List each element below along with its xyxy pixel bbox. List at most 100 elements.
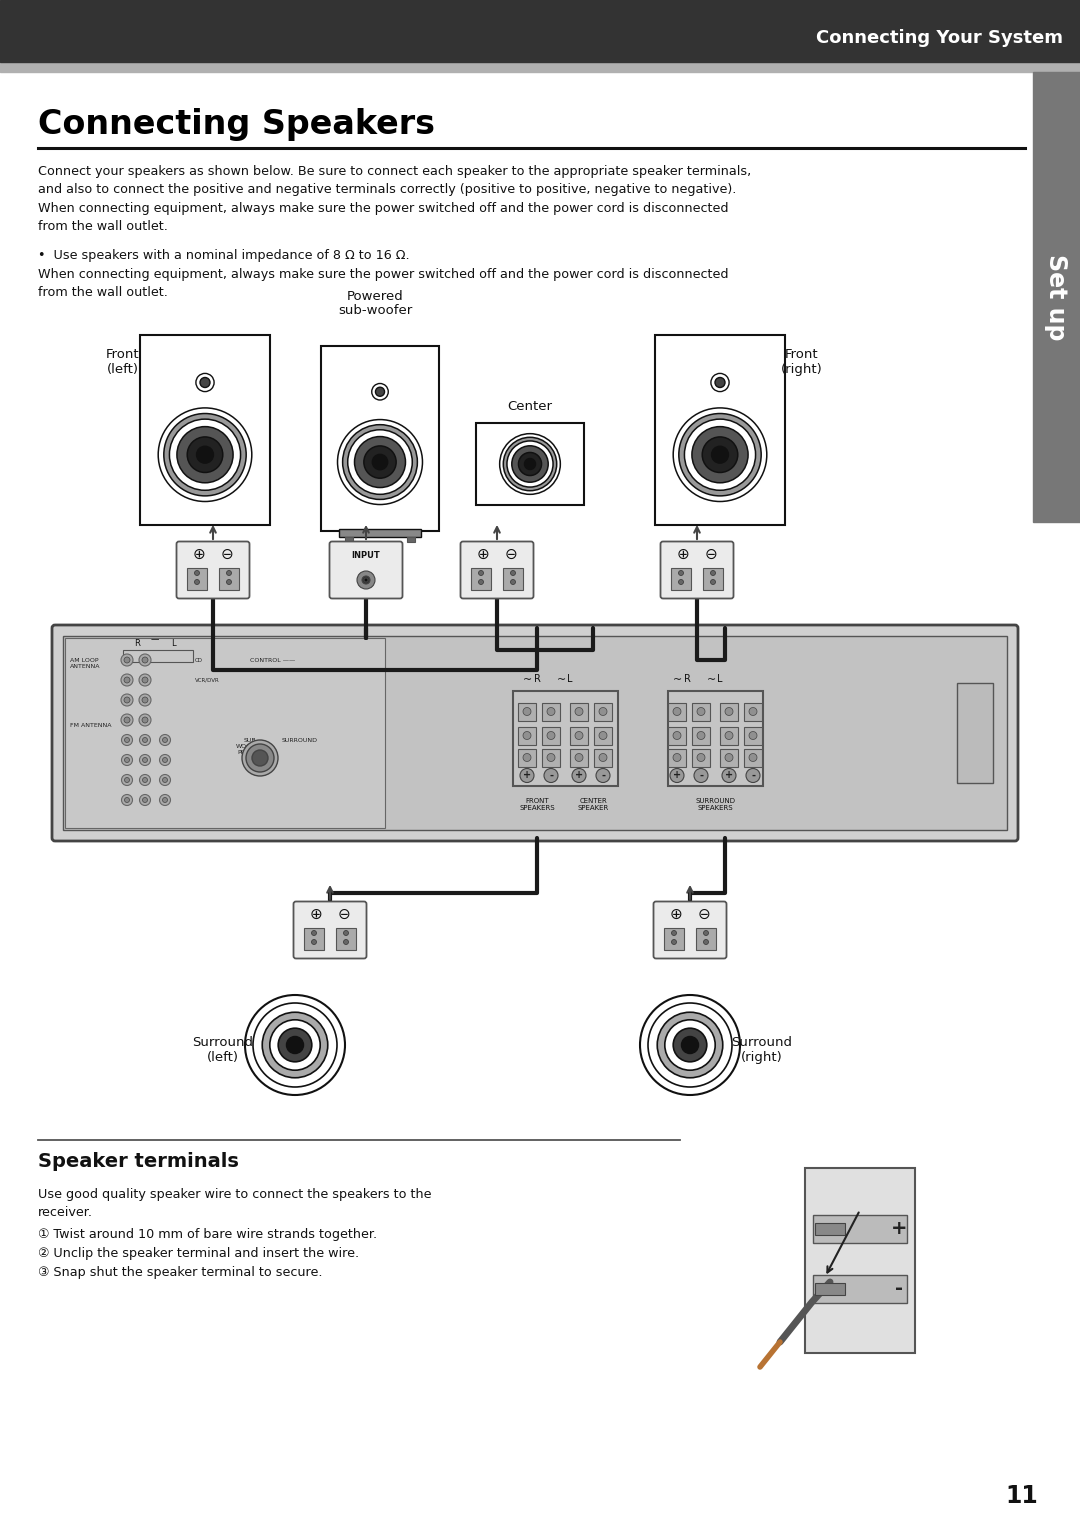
Circle shape [143, 778, 148, 783]
Circle shape [500, 433, 561, 494]
Circle shape [702, 436, 738, 473]
Circle shape [725, 708, 733, 716]
Bar [518, 702, 536, 720]
Circle shape [678, 580, 684, 584]
Text: -: - [699, 771, 703, 780]
Circle shape [678, 571, 684, 575]
Circle shape [139, 674, 151, 687]
Text: R: R [134, 639, 140, 649]
Circle shape [141, 697, 148, 703]
Bar [570, 726, 588, 745]
FancyBboxPatch shape [52, 626, 1018, 841]
Circle shape [712, 446, 728, 462]
Text: ⊕: ⊕ [310, 906, 322, 922]
Circle shape [160, 754, 171, 766]
Bar [720, 702, 738, 720]
Text: CD: CD [195, 658, 203, 662]
Circle shape [725, 754, 733, 761]
Bar [957, 684, 993, 783]
Circle shape [525, 458, 536, 470]
Circle shape [279, 1029, 312, 1062]
Circle shape [673, 731, 681, 740]
Circle shape [343, 931, 349, 935]
Circle shape [170, 420, 241, 490]
Circle shape [143, 757, 148, 763]
Bar [805, 1167, 915, 1352]
Bar [542, 748, 561, 766]
Bar [594, 748, 612, 766]
Bar [744, 726, 762, 745]
Circle shape [124, 697, 130, 703]
Circle shape [197, 446, 214, 462]
Bar [692, 748, 710, 766]
Text: +: + [725, 771, 733, 780]
Bar [471, 568, 491, 591]
Circle shape [187, 436, 222, 473]
Text: -: - [549, 771, 553, 780]
Text: Front
(left): Front (left) [106, 348, 139, 375]
Bar [339, 528, 421, 537]
Circle shape [354, 436, 405, 487]
Circle shape [311, 940, 316, 945]
Bar [692, 726, 710, 745]
Bar [703, 568, 723, 591]
Bar [744, 748, 762, 766]
Circle shape [141, 658, 148, 662]
Text: ⊕: ⊕ [670, 906, 683, 922]
Text: CENTER
SPEAKER: CENTER SPEAKER [578, 798, 609, 812]
Circle shape [672, 940, 676, 945]
Text: ⊕: ⊕ [677, 546, 689, 562]
Circle shape [725, 731, 733, 740]
Circle shape [270, 1019, 320, 1070]
Circle shape [658, 1012, 723, 1077]
Circle shape [478, 571, 484, 575]
Circle shape [162, 757, 167, 763]
Bar [720, 748, 738, 766]
Circle shape [227, 580, 231, 584]
Circle shape [124, 737, 130, 743]
Circle shape [711, 374, 729, 392]
Circle shape [599, 708, 607, 716]
Circle shape [503, 438, 556, 491]
Text: Surround
(left): Surround (left) [192, 1036, 254, 1064]
Circle shape [546, 754, 555, 761]
Bar [720, 726, 738, 745]
Circle shape [286, 1036, 303, 1053]
Text: —: — [151, 635, 159, 644]
Circle shape [342, 424, 417, 499]
Circle shape [697, 731, 705, 740]
Circle shape [665, 1019, 715, 1070]
Text: Front
(right): Front (right) [781, 348, 823, 375]
Circle shape [507, 441, 553, 487]
Circle shape [162, 737, 167, 743]
Bar [518, 726, 536, 745]
Bar [0, 0, 1080, 63]
Circle shape [141, 717, 148, 723]
Circle shape [518, 453, 541, 476]
Text: AM LOOP
ANTENNA: AM LOOP ANTENNA [70, 658, 100, 670]
Text: L: L [171, 639, 175, 649]
Circle shape [177, 427, 233, 482]
Bar [336, 928, 356, 951]
Bar [542, 726, 561, 745]
Circle shape [685, 420, 756, 490]
Bar [744, 702, 762, 720]
Text: -: - [600, 771, 605, 780]
Text: ~: ~ [556, 674, 566, 685]
Bar [407, 537, 416, 542]
Circle shape [143, 798, 148, 803]
Bar [123, 650, 193, 662]
Circle shape [670, 769, 684, 783]
Circle shape [711, 571, 715, 575]
Circle shape [121, 694, 133, 707]
Text: +: + [891, 1219, 907, 1239]
Bar [303, 928, 324, 951]
Circle shape [575, 754, 583, 761]
Circle shape [750, 754, 757, 761]
Bar [813, 1215, 907, 1244]
Circle shape [139, 714, 151, 726]
Bar [669, 748, 686, 766]
Text: Surround
(right): Surround (right) [731, 1036, 793, 1064]
Text: When connecting equipment, always make sure the power switched off and the power: When connecting equipment, always make s… [38, 269, 729, 299]
Circle shape [121, 655, 133, 665]
